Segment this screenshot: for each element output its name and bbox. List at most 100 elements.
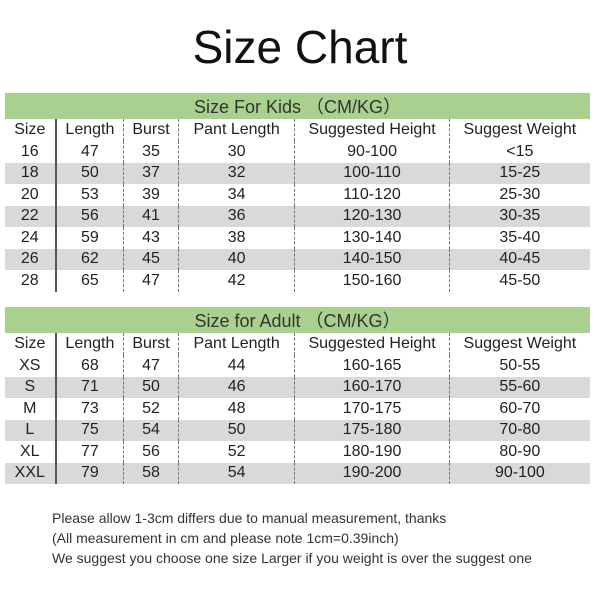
adult-table-heading: Size for Adult （CM/KG）	[5, 307, 590, 333]
table-cell: 52	[123, 398, 179, 420]
table-cell: 190-200	[294, 462, 450, 484]
table-cell: 46	[177, 376, 295, 398]
table-cell: 160-165	[294, 355, 450, 377]
column-header: Suggest Weight	[448, 119, 590, 141]
table-cell: 34	[177, 184, 295, 206]
column-header: Burst	[123, 333, 179, 355]
table-row: 20 53 39 34 110-120 25-30	[5, 184, 590, 206]
table-cell: 110-120	[294, 184, 450, 206]
table-cell: 50	[177, 419, 295, 441]
table-row: 24 59 43 38 130-140 35-40	[5, 227, 590, 249]
table-cell: 90-100	[448, 462, 590, 484]
table-cell: 48	[177, 398, 295, 420]
table-cell: M	[23, 399, 37, 417]
table-cell: 50	[54, 162, 124, 184]
table-cell: 26	[5, 248, 56, 270]
column-header: Length	[54, 119, 124, 141]
table-cell: 59	[54, 227, 124, 249]
column-header: Suggested Height	[294, 333, 450, 355]
table-cell: 50-55	[448, 355, 590, 377]
table-row: S 71 50 46 160-170 55-60	[5, 376, 590, 398]
column-header: Length	[54, 333, 124, 355]
table-cell: 56	[123, 441, 179, 463]
note-line: (All measurement in cm and please note 1…	[52, 530, 399, 546]
table-cell: 90-100	[294, 141, 450, 163]
table-cell: 50	[123, 376, 179, 398]
table-cell: 150-160	[294, 270, 450, 292]
column-header: Size	[14, 335, 46, 352]
table-cell: 36	[177, 205, 295, 227]
table-cell: 120-130	[294, 205, 450, 227]
table-cell: 53	[54, 184, 124, 206]
table-cell: 77	[54, 441, 124, 463]
table-cell: 130-140	[294, 227, 450, 249]
table-cell: 68	[54, 355, 124, 377]
table-cell: 175-180	[294, 419, 450, 441]
table-cell: 39	[123, 184, 179, 206]
column-header-row: Size Length Burst Pant Length Suggested Heig…	[5, 333, 590, 355]
table-row: 18 50 37 32 100-110 15-25	[5, 162, 590, 184]
table-cell: 58	[123, 462, 179, 484]
table-cell: 47	[123, 355, 179, 377]
table-cell: 45	[123, 248, 179, 270]
table-cell: 140-150	[294, 248, 450, 270]
table-cell: 79	[54, 462, 124, 484]
table-cell: XL	[20, 442, 40, 460]
table-cell: 160-170	[294, 376, 450, 398]
table-cell: 60-70	[448, 398, 590, 420]
column-header: Burst	[123, 119, 179, 141]
table-row: 22 56 41 36 120-130 30-35	[5, 205, 590, 227]
table-cell: 55-60	[448, 376, 590, 398]
table-cell: 20	[20, 185, 39, 203]
table-cell: 42	[177, 270, 295, 292]
table-row: XXL 79 58 54 190-200 90-100	[5, 462, 590, 484]
table-cell: 100-110	[294, 162, 450, 184]
table-cell: 47	[123, 270, 179, 292]
table-cell: 35-40	[448, 227, 590, 249]
table-cell: 62	[54, 248, 124, 270]
table-cell: 54	[177, 462, 295, 484]
table-cell: <15	[448, 141, 590, 163]
table-cell: 24	[20, 228, 39, 246]
table-cell: 41	[123, 205, 179, 227]
table-cell: 35	[123, 141, 179, 163]
kids-size-table: Size For Kids （CM/KG） Size Length Burst Pan…	[5, 93, 590, 292]
table-cell: 71	[54, 376, 124, 398]
note-line: Please allow 1-3cm differs due to manual…	[52, 510, 447, 526]
table-cell: L	[5, 419, 56, 441]
table-cell: 32	[177, 162, 295, 184]
page-title: Size Chart	[192, 21, 408, 73]
table-cell: 25-30	[448, 184, 590, 206]
table-cell: 70-80	[448, 419, 590, 441]
table-row: M 73 52 48 170-175 60-70	[5, 398, 590, 420]
note-line: We suggest you choose one size Larger if…	[52, 550, 532, 566]
table-cell: XS	[19, 356, 41, 374]
table-row: 26 62 45 40 140-150 40-45	[5, 248, 590, 270]
table-cell: 180-190	[294, 441, 450, 463]
table-row: L 75 54 50 175-180 70-80	[5, 419, 590, 441]
table-row: XL 77 56 52 180-190 80-90	[5, 441, 590, 463]
table-cell: 45-50	[448, 270, 590, 292]
table-cell: 54	[123, 419, 179, 441]
table-cell: 30-35	[448, 205, 590, 227]
column-header-row: Size Length Burst Pant Length Suggested Heig…	[5, 119, 590, 141]
table-cell: 65	[54, 270, 124, 292]
table-cell: 40-45	[448, 248, 590, 270]
table-cell: 38	[177, 227, 295, 249]
table-cell: S	[5, 376, 56, 398]
table-row: 28 65 47 42 150-160 45-50	[5, 270, 590, 292]
table-cell: 80-90	[448, 441, 590, 463]
notes: Please allow 1-3cm differs due to manual…	[52, 508, 532, 568]
table-cell: 30	[177, 141, 295, 163]
table-cell: 43	[123, 227, 179, 249]
table-cell: 170-175	[294, 398, 450, 420]
table-cell: 22	[5, 205, 56, 227]
column-header: Pant Length	[177, 119, 295, 141]
table-cell: 15-25	[448, 162, 590, 184]
column-header: Pant Length	[177, 333, 295, 355]
table-cell: 56	[54, 205, 124, 227]
column-header: Suggest Weight	[448, 333, 590, 355]
table-cell: 47	[54, 141, 124, 163]
table-cell: 18	[5, 162, 56, 184]
table-cell: 28	[20, 271, 39, 289]
